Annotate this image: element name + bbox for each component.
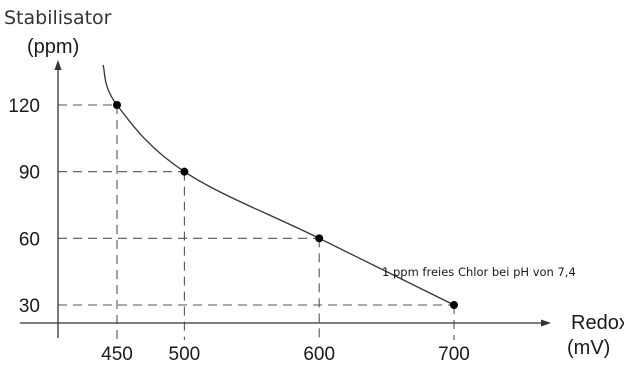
x-tick-labels: 450 500 600 700 (101, 344, 470, 365)
x-tick-label: 700 (438, 344, 470, 365)
y-tick-label: 60 (19, 229, 40, 250)
y-tick-label: 120 (8, 96, 40, 117)
y-tick-label: 30 (19, 296, 40, 317)
y-axis-unit: (ppm) (27, 36, 79, 58)
x-axis-title: Redox (571, 312, 624, 334)
x-tick-label: 600 (303, 344, 335, 365)
data-point (180, 167, 189, 176)
data-point (315, 234, 324, 243)
guide-lines (58, 104, 455, 340)
x-tick-label: 500 (169, 344, 201, 365)
data-markers (113, 101, 458, 309)
data-point (113, 101, 121, 109)
axes (20, 60, 551, 338)
chart-annotation: 1 ppm freies Chlor bei pH von 7,4 (382, 265, 576, 279)
data-point (450, 301, 458, 309)
x-axis-arrow (541, 319, 551, 327)
x-axis-unit: (mV) (567, 337, 610, 359)
y-tick-label: 90 (19, 163, 40, 184)
x-tick-label: 450 (101, 344, 133, 365)
y-axis-title: Stabilisator (4, 7, 112, 29)
y-axis-arrow (54, 60, 62, 70)
y-tick-labels: 30 60 90 120 (8, 96, 40, 317)
